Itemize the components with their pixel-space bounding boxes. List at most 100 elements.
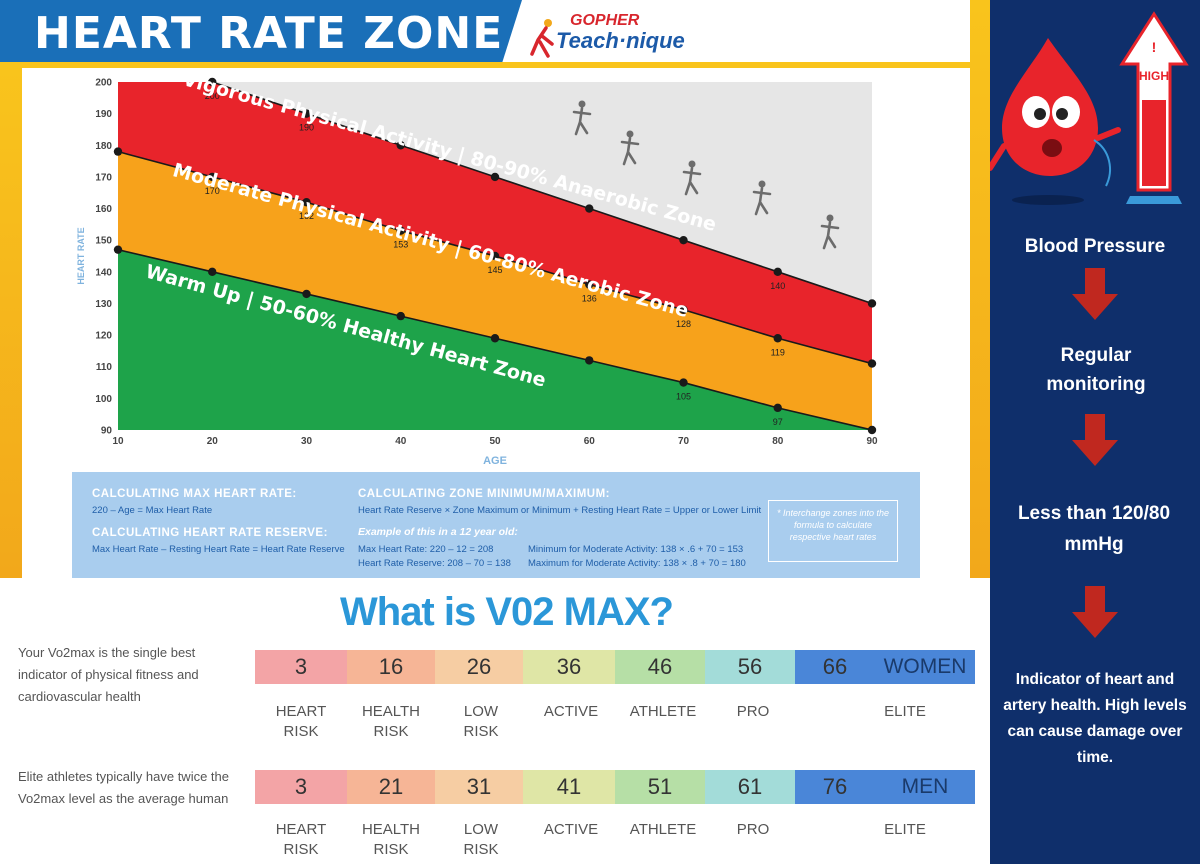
- y-tick-label: 160: [95, 204, 112, 215]
- gauge-sign-text: HIGH: [1139, 69, 1169, 83]
- left-stripe: [0, 66, 22, 578]
- women-vo2-value: 26: [435, 650, 523, 684]
- y-axis-title: HEART RATE: [76, 227, 86, 284]
- women-vo2-value: 46: [615, 650, 705, 684]
- down-arrow-icon: [1072, 268, 1118, 320]
- point-label: 140: [770, 281, 785, 291]
- title-band: [0, 0, 522, 66]
- men-vo2-value: 76: [795, 770, 875, 804]
- point-label: 145: [487, 265, 502, 275]
- x-tick-label: 60: [584, 436, 596, 447]
- hr-reserve-heading: CALCULATING HEART RATE RESERVE:: [92, 527, 328, 539]
- athlete-silhouette-icon: [572, 100, 592, 136]
- data-point: [867, 359, 877, 368]
- point-label: 190: [299, 123, 314, 133]
- y-tick-label: 90: [101, 426, 113, 437]
- men-vo2-label: MEN: [875, 770, 975, 804]
- data-point: [773, 267, 782, 277]
- data-point: [773, 403, 782, 413]
- point-label: 136: [582, 293, 597, 303]
- vo2-title: What is V02 MAX?: [340, 590, 674, 634]
- y-tick-label: 180: [95, 141, 112, 152]
- logo-technique-text: Teach·nique: [556, 28, 685, 53]
- point-label: 128: [676, 319, 691, 329]
- men-vo2-value: 21: [347, 770, 435, 804]
- vo2-category-label: ATHLETE: [629, 703, 697, 720]
- data-point: [867, 299, 877, 308]
- y-tick-label: 120: [95, 331, 112, 342]
- vo2-category-label: LOW RISK: [463, 821, 499, 858]
- y-tick-label: 100: [95, 394, 112, 405]
- point-label: 97: [773, 417, 783, 427]
- y-tick-label: 130: [95, 299, 112, 310]
- example-reserve: Heart Rate Reserve: 208 – 70 = 138: [358, 558, 511, 569]
- step-blood-pressure: Blood Pressure: [1024, 236, 1166, 257]
- y-tick-label: 170: [95, 172, 112, 183]
- down-arrow-icon: [1072, 586, 1118, 638]
- gopher-logo: GOPHER Teach·nique: [530, 12, 685, 62]
- vo2-category-label: LOW RISK: [463, 703, 499, 740]
- max-hr-heading: CALCULATING MAX HEART RATE:: [92, 488, 297, 500]
- point-label: 119: [771, 347, 785, 357]
- data-point: [302, 109, 311, 118]
- data-point: [679, 305, 688, 314]
- vo2-description: Your Vo2max is the single best indicator…: [18, 645, 199, 704]
- men-vo2-value: 61: [705, 770, 795, 804]
- women-category-labels: HEART RISK HEALTH RISK LOW RISK ACTIVE ATHLE…: [255, 702, 975, 746]
- data-point: [208, 172, 217, 182]
- men-category-labels: HEART RISK HEALTH RISK LOW RISK ACTIVE ATHLE…: [255, 820, 975, 864]
- men-vo2-value: 51: [615, 770, 705, 804]
- vo2-category-label: ACTIVE: [543, 821, 599, 838]
- example-max-hr: Max Heart Rate: 220 – 12 = 208: [358, 544, 494, 555]
- x-tick-label: 50: [489, 436, 501, 447]
- right-stripe: [970, 0, 990, 578]
- data-point: [208, 267, 217, 277]
- athlete-silhouette-icon: [820, 214, 840, 250]
- vo2-category-label: ACTIVE: [543, 703, 599, 720]
- data-point: [490, 251, 500, 261]
- vo2-elite-note: Elite athletes typically have twice the …: [18, 769, 229, 806]
- y-tick-label: 140: [95, 267, 112, 278]
- point-label: 200: [205, 91, 220, 101]
- vo2-category-label: HEART RISK: [275, 703, 327, 740]
- calc-note: * Interchange zones into the formula to …: [768, 500, 898, 562]
- max-hr-formula: 220 – Age = Max Heart Rate: [92, 505, 213, 516]
- heart-rate-chart: 20019017016215314513612814011910597Vigor…: [76, 68, 878, 467]
- vo2-category-label: HEALTH RISK: [361, 821, 421, 858]
- data-point: [867, 425, 877, 435]
- x-tick-label: 20: [207, 436, 219, 447]
- data-point: [679, 235, 688, 245]
- women-vo2-value: 56: [705, 650, 795, 684]
- data-point: [208, 77, 217, 87]
- y-tick-label: 150: [95, 236, 112, 247]
- vo2-category-label: PRO: [736, 703, 770, 720]
- vo2-section: What is V02 MAX? Your Vo2max is the sing…: [0, 578, 990, 864]
- women-vo2-bar: 3 16 26 36 46 56 66 WOMEN: [255, 650, 975, 684]
- men-vo2-value: 3: [255, 770, 347, 804]
- vo2-category-label: HEALTH RISK: [361, 703, 421, 740]
- zone-formula: Heart Rate Reserve × Zone Maximum or Min…: [358, 505, 762, 516]
- blood-drop-gauge-illustration: HIGH !: [990, 11, 1189, 205]
- point-label: 105: [676, 392, 691, 402]
- athlete-silhouette-icon: [752, 180, 772, 216]
- y-tick-label: 200: [95, 78, 112, 89]
- poster-header: HEART RATE ZONE GOPHER Teach·nique: [0, 0, 990, 66]
- data-point: [585, 280, 594, 289]
- poster-title: HEART RATE ZONE: [34, 8, 504, 59]
- blood-pressure-panel: HIGH ! Blood Pressure Regular monitoring…: [990, 0, 1200, 864]
- data-point: [396, 141, 405, 150]
- moderate-zone-area: [118, 151, 872, 430]
- x-tick-label: 10: [112, 436, 124, 447]
- x-tick-label: 30: [301, 436, 313, 447]
- women-vo2-value: 36: [523, 650, 615, 684]
- data-point: [773, 334, 782, 343]
- x-tick-label: 90: [866, 436, 878, 447]
- example-minimum: Minimum for Moderate Activity: 138 × .6 …: [528, 544, 744, 555]
- data-point: [396, 311, 405, 321]
- data-point: [679, 378, 688, 387]
- header-stripe: [0, 62, 990, 68]
- y-tick-label: 190: [95, 109, 112, 120]
- athlete-silhouette-icon: [620, 130, 640, 166]
- svg-text:!: !: [1152, 39, 1157, 55]
- women-vo2-value: 66: [795, 650, 875, 684]
